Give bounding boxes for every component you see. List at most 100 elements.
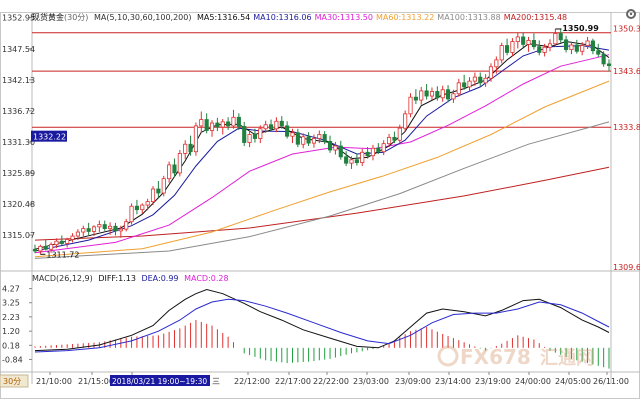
candle[interactable] xyxy=(322,131,327,145)
candle[interactable] xyxy=(177,149,182,177)
candle[interactable] xyxy=(150,186,156,206)
candle[interactable] xyxy=(510,38,515,57)
candle[interactable] xyxy=(488,63,494,82)
candle[interactable] xyxy=(247,131,252,148)
candle[interactable] xyxy=(204,113,209,134)
candle[interactable] xyxy=(145,198,150,211)
candle[interactable] xyxy=(38,244,43,255)
candle[interactable] xyxy=(242,121,247,146)
candle[interactable] xyxy=(370,144,376,161)
candle[interactable] xyxy=(456,78,461,97)
candle[interactable] xyxy=(193,122,198,156)
candle[interactable] xyxy=(542,43,547,57)
candle[interactable] xyxy=(435,86,440,101)
candle[interactable] xyxy=(494,56,499,74)
candle[interactable] xyxy=(124,218,129,232)
candle[interactable] xyxy=(558,28,563,43)
candle[interactable] xyxy=(199,111,204,133)
candle[interactable] xyxy=(279,116,284,129)
candle[interactable] xyxy=(472,72,477,86)
candle[interactable] xyxy=(311,134,317,148)
candle[interactable] xyxy=(403,110,408,132)
candle[interactable] xyxy=(483,74,488,87)
candle[interactable] xyxy=(553,28,558,47)
candle[interactable] xyxy=(569,41,574,55)
candle[interactable] xyxy=(413,89,418,105)
candle[interactable] xyxy=(424,84,429,100)
candle[interactable] xyxy=(392,131,397,144)
candle[interactable] xyxy=(97,220,102,233)
candle[interactable] xyxy=(102,220,107,231)
candle[interactable] xyxy=(521,32,526,48)
candle[interactable] xyxy=(547,39,553,52)
candle[interactable] xyxy=(327,135,333,153)
candle[interactable] xyxy=(446,85,451,103)
candle[interactable] xyxy=(478,72,483,87)
candle[interactable] xyxy=(129,203,134,225)
candle[interactable] xyxy=(252,128,258,143)
candle[interactable] xyxy=(596,43,601,58)
candle[interactable] xyxy=(397,124,402,144)
candle[interactable] xyxy=(349,156,354,169)
candle[interactable] xyxy=(295,128,300,148)
candle[interactable] xyxy=(258,125,263,144)
candle[interactable] xyxy=(183,140,188,160)
candle[interactable] xyxy=(499,42,504,64)
candle[interactable] xyxy=(70,233,75,243)
candle[interactable] xyxy=(590,38,595,55)
candle[interactable] xyxy=(526,36,531,52)
candle[interactable] xyxy=(215,117,220,132)
candle[interactable] xyxy=(209,120,215,137)
candle[interactable] xyxy=(564,35,569,53)
candle[interactable] xyxy=(188,135,193,156)
candle[interactable] xyxy=(531,33,536,50)
candle[interactable] xyxy=(236,113,241,130)
candle[interactable] xyxy=(156,180,161,198)
candle[interactable] xyxy=(317,130,322,144)
candle[interactable] xyxy=(290,128,295,144)
candle[interactable] xyxy=(226,117,231,130)
candle[interactable] xyxy=(134,199,139,215)
candle[interactable] xyxy=(75,229,80,241)
candle[interactable] xyxy=(86,222,91,235)
candle[interactable] xyxy=(505,38,510,56)
candle[interactable] xyxy=(338,140,343,160)
candle[interactable] xyxy=(49,242,54,253)
candle[interactable] xyxy=(386,133,392,148)
candle[interactable] xyxy=(429,87,435,101)
candle[interactable] xyxy=(451,89,456,103)
period-selector[interactable] xyxy=(0,374,29,388)
candle[interactable] xyxy=(360,148,365,167)
candle[interactable] xyxy=(91,225,97,237)
candle[interactable] xyxy=(263,120,268,133)
candle[interactable] xyxy=(167,161,172,183)
candle[interactable] xyxy=(140,203,145,214)
candle[interactable] xyxy=(365,147,370,159)
candle[interactable] xyxy=(113,222,118,236)
candle[interactable] xyxy=(462,74,467,90)
candle[interactable] xyxy=(172,158,177,177)
candle[interactable] xyxy=(161,175,166,197)
candle[interactable] xyxy=(537,40,542,56)
candle[interactable] xyxy=(408,93,413,118)
candle[interactable] xyxy=(54,238,59,249)
candle[interactable] xyxy=(354,153,359,166)
candle[interactable] xyxy=(333,141,338,155)
candle[interactable] xyxy=(585,36,590,49)
candle[interactable] xyxy=(32,244,38,254)
candle[interactable] xyxy=(306,132,311,146)
candle[interactable] xyxy=(231,109,236,129)
candle[interactable] xyxy=(301,133,306,149)
candle[interactable] xyxy=(467,77,472,92)
candle[interactable] xyxy=(344,151,349,167)
candle[interactable] xyxy=(601,51,606,67)
candle[interactable] xyxy=(440,85,445,102)
candle[interactable] xyxy=(108,222,113,235)
candle[interactable] xyxy=(580,42,585,56)
candle[interactable] xyxy=(515,32,520,49)
candle[interactable] xyxy=(381,140,386,156)
candle[interactable] xyxy=(606,59,612,72)
candle[interactable] xyxy=(574,39,579,54)
candle[interactable] xyxy=(220,119,225,135)
